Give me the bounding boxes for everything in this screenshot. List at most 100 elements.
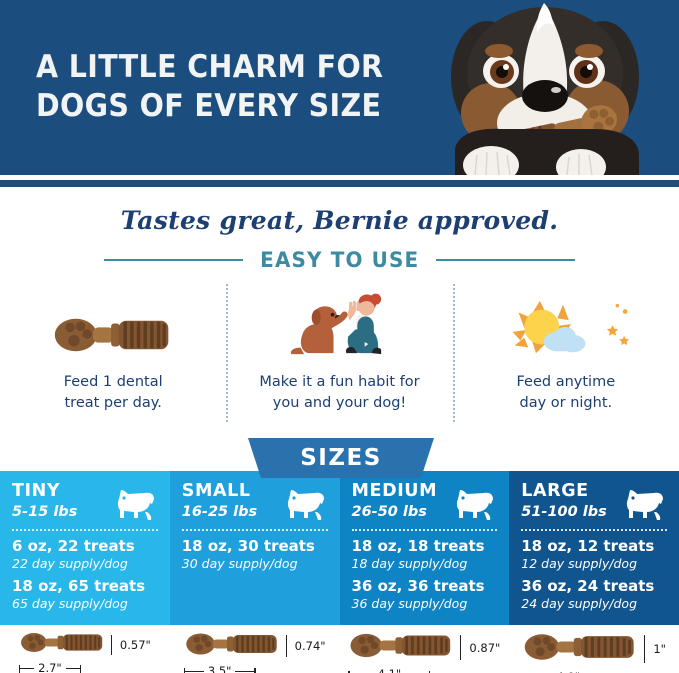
chew-height-value: 0.87": [469, 640, 501, 655]
chew-measure-medium: 4.1" 0.87": [340, 625, 510, 673]
sun-cloud-moon-icon: [503, 288, 629, 358]
step-text-line-1: Feed 1 dental: [63, 374, 163, 390]
size-column-medium: MEDIUM 26-50 lbs 18 oz, 18 treats 18 day…: [339, 471, 510, 625]
size-column-large: LARGE 51-100 lbs 18 oz, 12 treats 12 day…: [509, 471, 679, 625]
dog-silhouette-icon: [287, 490, 324, 520]
size-supply: 30 day supply/dog: [181, 555, 298, 571]
size-entry: 18 oz, 65 treats 65 day supply/dog: [12, 578, 170, 611]
step-label: Make it a fun habit for you and your dog…: [259, 372, 419, 413]
size-divider: [521, 529, 667, 531]
chew-width-label: 4.1": [348, 667, 431, 673]
size-quantity: 18 oz, 65 treats: [12, 577, 146, 596]
size-name: SMALL: [181, 481, 251, 501]
heading-rule-right: [436, 259, 576, 261]
easy-to-use-section: Tastes great, Bernie approved. EASY TO U…: [0, 190, 679, 438]
size-supply: 18 day supply/dog: [351, 555, 468, 571]
height-bracket: [110, 635, 117, 655]
chew-width-value: 3.5": [203, 664, 236, 673]
chew-measure-tiny: 2.7" 0.57": [0, 625, 170, 673]
size-entry: 18 oz, 18 treats 18 day supply/dog: [351, 537, 510, 571]
step-text-line-2: you and your dog!: [272, 394, 407, 411]
chew-height-label: 1": [644, 635, 666, 663]
page-title-line-2: DOGS OF EVERY SIZE: [36, 88, 382, 125]
chew-width-value: 4.9": [552, 670, 585, 673]
chew-height-value: 0.57": [119, 638, 151, 652]
size-name: TINY: [12, 481, 61, 501]
sizes-banner-zone: SIZES: [0, 438, 679, 478]
size-column-tiny: TINY 5-15 lbs 6 oz, 22 treats 22 day sup…: [0, 471, 170, 625]
steps-row: Feed 1 dental treat per day.: [0, 284, 679, 428]
size-supply: 65 day supply/dog: [12, 596, 128, 611]
size-weight-range: 16-25 lbs: [181, 503, 258, 520]
size-quantity: 18 oz, 12 treats: [521, 537, 655, 555]
size-entry: 18 oz, 12 treats 12 day supply/dog: [521, 537, 679, 571]
step-fun-habit: Make it a fun habit for you and your dog…: [226, 284, 452, 428]
step-text-line-1: Make it a fun habit for: [259, 374, 420, 390]
dental-chew-icon: 4.1": [348, 631, 456, 673]
chew-width-label: 3.5": [183, 664, 256, 673]
size-header: MEDIUM 26-50 lbs: [351, 481, 510, 522]
size-header: TINY 5-15 lbs: [12, 481, 170, 522]
bernese-dog-illustration: [425, 0, 665, 175]
woman-high-five-dog-icon: [284, 288, 394, 358]
size-entry: 36 oz, 36 treats 36 day supply/dog: [352, 578, 510, 611]
dental-chew-icon: [51, 288, 175, 358]
size-quantity: 6 oz, 22 treats: [12, 537, 135, 555]
size-quantity: 36 oz, 24 treats: [521, 577, 655, 596]
hero-banner: A LITTLE CHARM FOR DOGS OF EVERY SIZE: [0, 0, 679, 175]
size-divider: [351, 529, 498, 531]
step-feed-one-treat: Feed 1 dental treat per day.: [0, 288, 226, 428]
chew-height-value: 1": [653, 642, 666, 656]
size-entry: 18 oz, 30 treats 30 day supply/dog: [181, 537, 340, 571]
dog-silhouette-icon: [117, 490, 154, 520]
chew-height-label: 0.57": [110, 635, 151, 655]
step-text-line-1: Feed anytime: [516, 374, 616, 390]
hero-divider-gap: [0, 187, 679, 190]
size-name: MEDIUM: [351, 481, 438, 501]
step-label: Feed 1 dental treat per day.: [64, 372, 163, 413]
chew-height-label: 0.74": [285, 635, 326, 657]
size-quantity: 18 oz, 30 treats: [181, 537, 315, 555]
script-tagline: Tastes great, Bernie approved.: [120, 206, 559, 235]
step-text-line-2: day or night.: [519, 394, 613, 411]
step-text-line-2: treat per day.: [64, 394, 162, 411]
chew-width-label: 2.7": [18, 661, 81, 673]
size-entry: 6 oz, 22 treats 22 day supply/dog: [12, 537, 170, 571]
chew-width-value: 4.1": [373, 667, 406, 673]
chew-width-value: 2.7": [34, 661, 66, 673]
dental-chew-icon: 4.9": [522, 631, 640, 673]
dog-silhouette-icon: [626, 490, 663, 520]
height-bracket: [285, 635, 292, 657]
chew-measure-small: 3.5" 0.74": [170, 625, 340, 673]
height-bracket: [644, 635, 650, 663]
chew-measure-large: 4.9" 1": [509, 625, 679, 673]
size-name: LARGE: [521, 481, 589, 501]
size-divider: [12, 529, 158, 531]
heading-rule-left: [104, 259, 243, 261]
height-bracket: [460, 635, 466, 660]
size-divider: [181, 529, 328, 531]
hero-divider-bar: [0, 180, 679, 187]
step-label: Feed anytime day or night.: [517, 372, 616, 413]
size-weight-range: 26-50 lbs: [351, 503, 427, 520]
size-supply: 22 day supply/dog: [12, 555, 128, 571]
chew-height-value: 0.74": [294, 639, 326, 653]
size-quantity: 36 oz, 36 treats: [351, 577, 485, 596]
dental-chew-icon: 2.7": [18, 631, 107, 673]
size-header: SMALL 16-25 lbs: [181, 481, 340, 522]
section-title: EASY TO USE: [259, 248, 420, 272]
size-supply: 36 day supply/dog: [351, 596, 468, 611]
size-supply: 12 day supply/dog: [521, 555, 637, 571]
page-title: A LITTLE CHARM FOR DOGS OF EVERY SIZE: [36, 48, 404, 127]
size-supply: 24 day supply/dog: [521, 596, 637, 611]
sizes-table: TINY 5-15 lbs 6 oz, 22 treats 22 day sup…: [0, 471, 679, 625]
size-weight-range: 51-100 lbs: [521, 503, 607, 520]
size-header: LARGE 51-100 lbs: [521, 481, 679, 522]
dental-chew-icon: 3.5": [183, 631, 282, 673]
section-heading-row: EASY TO USE: [104, 248, 576, 272]
chew-dimensions-row: 2.7" 0.57": [0, 625, 679, 673]
step-anytime: Feed anytime day or night.: [452, 284, 679, 428]
hero-divider-white: [0, 175, 679, 180]
size-quantity: 18 oz, 18 treats: [351, 537, 485, 555]
